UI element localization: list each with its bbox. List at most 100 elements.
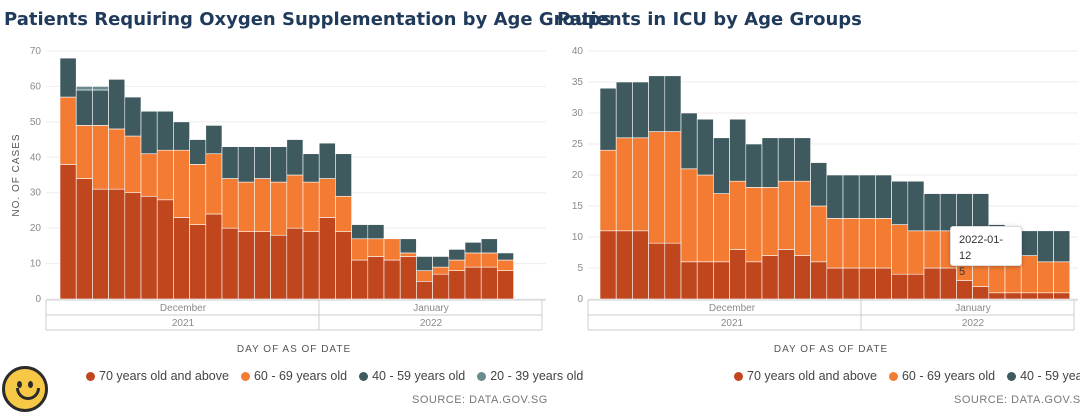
legend-item-40-59[interactable]: 40 - 59 years old (1007, 369, 1080, 383)
bar-segment (221, 178, 239, 229)
bar-segment (189, 224, 207, 300)
bar-segment (632, 81, 649, 139)
bar-segment (399, 238, 417, 254)
bar-segment (254, 231, 271, 300)
legend-item-70-plus[interactable]: 70 years old and above (734, 369, 877, 383)
legend-label: 20 - 39 years old (490, 369, 584, 383)
bar-segment (794, 137, 811, 182)
bar-segment (842, 174, 860, 219)
x-year-label: 2021 (721, 318, 744, 329)
bar-segment (745, 143, 763, 188)
bar-segment (777, 249, 795, 300)
y-tick-label: 25 (572, 139, 584, 150)
y-tick-label: 30 (30, 188, 42, 199)
bar-segment (432, 273, 450, 300)
bar-segment (416, 280, 433, 300)
smiley-face-icon[interactable] (2, 366, 48, 412)
bar-segment (664, 131, 682, 244)
legend-icu: 70 years old and above 60 - 69 years old… (734, 369, 1080, 383)
tooltip-value: 5 (959, 266, 966, 278)
x-year-label: 2022 (962, 318, 985, 329)
bar-segment (270, 181, 288, 236)
bar-segment (826, 174, 844, 219)
bar-segment (696, 261, 714, 300)
bar-segment (923, 230, 941, 269)
bar-segment (680, 112, 698, 170)
bar-segment (237, 181, 255, 232)
bar-segment (318, 142, 336, 179)
bar-segment (286, 174, 304, 229)
bar-segment (972, 286, 990, 300)
source-label-oxygen: SOURCE: DATA.GOV.SG (412, 394, 548, 406)
y-tick-label: 10 (30, 259, 42, 270)
bar-segment (448, 259, 466, 271)
bar-segment (956, 280, 973, 300)
legend-label: 40 - 59 years old (1020, 369, 1080, 383)
bar-segment (777, 137, 795, 182)
tooltip-date: 2022-01-12 (959, 234, 1004, 262)
bar-segment (221, 146, 239, 179)
bar-segment (745, 261, 763, 300)
bar-segment (1053, 261, 1071, 294)
bar-segment (237, 146, 255, 183)
bar-segment (318, 178, 336, 218)
bar-segment (92, 89, 109, 126)
bar-segment (648, 131, 666, 244)
y-tick-label: 15 (572, 201, 584, 212)
bar-segment (237, 231, 255, 300)
bar-segment (794, 255, 811, 300)
bar-segment (826, 218, 844, 269)
y-tick-label: 20 (30, 223, 42, 234)
bar-segment (497, 252, 514, 261)
bar-segment (648, 242, 666, 300)
legend-label: 70 years old and above (747, 369, 877, 383)
bar-segment (1020, 230, 1038, 256)
legend-item-70-plus[interactable]: 70 years old and above (86, 369, 229, 383)
bar-segment (59, 96, 77, 165)
bar-segment (448, 249, 466, 261)
x-year-label: 2021 (172, 318, 195, 329)
bar-segment (810, 261, 828, 300)
bar-segment (480, 266, 498, 300)
bar-segment (270, 146, 288, 183)
bar-segment (729, 118, 747, 182)
legend-item-20-39[interactable]: 20 - 39 years old (477, 369, 583, 383)
y-tick-label: 20 (572, 170, 584, 181)
bar-segment (399, 252, 417, 257)
bar-segment (761, 187, 779, 256)
bar-segment (875, 218, 892, 269)
bar-segment (497, 270, 514, 300)
bar-segment (254, 146, 271, 179)
bar-segment (713, 261, 730, 300)
bar-segment (696, 118, 714, 176)
bar-segment (156, 199, 174, 300)
bar-segment (75, 86, 93, 91)
bar-segment (939, 267, 957, 300)
bar-segment (351, 224, 369, 240)
bar-segment (632, 137, 649, 232)
legend-item-40-59[interactable]: 40 - 59 years old (359, 369, 465, 383)
bar-segment (907, 180, 925, 232)
x-month-label: January (413, 303, 449, 314)
legend-item-60-69[interactable]: 60 - 69 years old (240, 369, 347, 383)
bar-segment (891, 273, 909, 300)
bar-segment (140, 153, 158, 197)
legend-item-60-69[interactable]: 60 - 69 years old (888, 369, 995, 383)
source-label-icu: SOURCE: DATA.GOV.SG (954, 394, 1080, 406)
bar-segment (729, 249, 747, 300)
bar-segment (383, 238, 401, 261)
chart-title-oxygen: Patients Requiring Oxygen Supplementatio… (4, 9, 612, 30)
bar-segment (335, 153, 352, 197)
bar-segment (664, 242, 682, 300)
bar-segment (75, 125, 93, 179)
bar-segment (270, 234, 288, 300)
bar-segment (383, 259, 401, 300)
bar-segment (108, 188, 126, 300)
bar-segment (367, 238, 385, 257)
bar-segment (680, 261, 698, 300)
bar-segment (599, 149, 617, 232)
x-month-label: January (955, 303, 991, 314)
bar-segment (75, 89, 93, 126)
bar-segment (92, 188, 109, 300)
